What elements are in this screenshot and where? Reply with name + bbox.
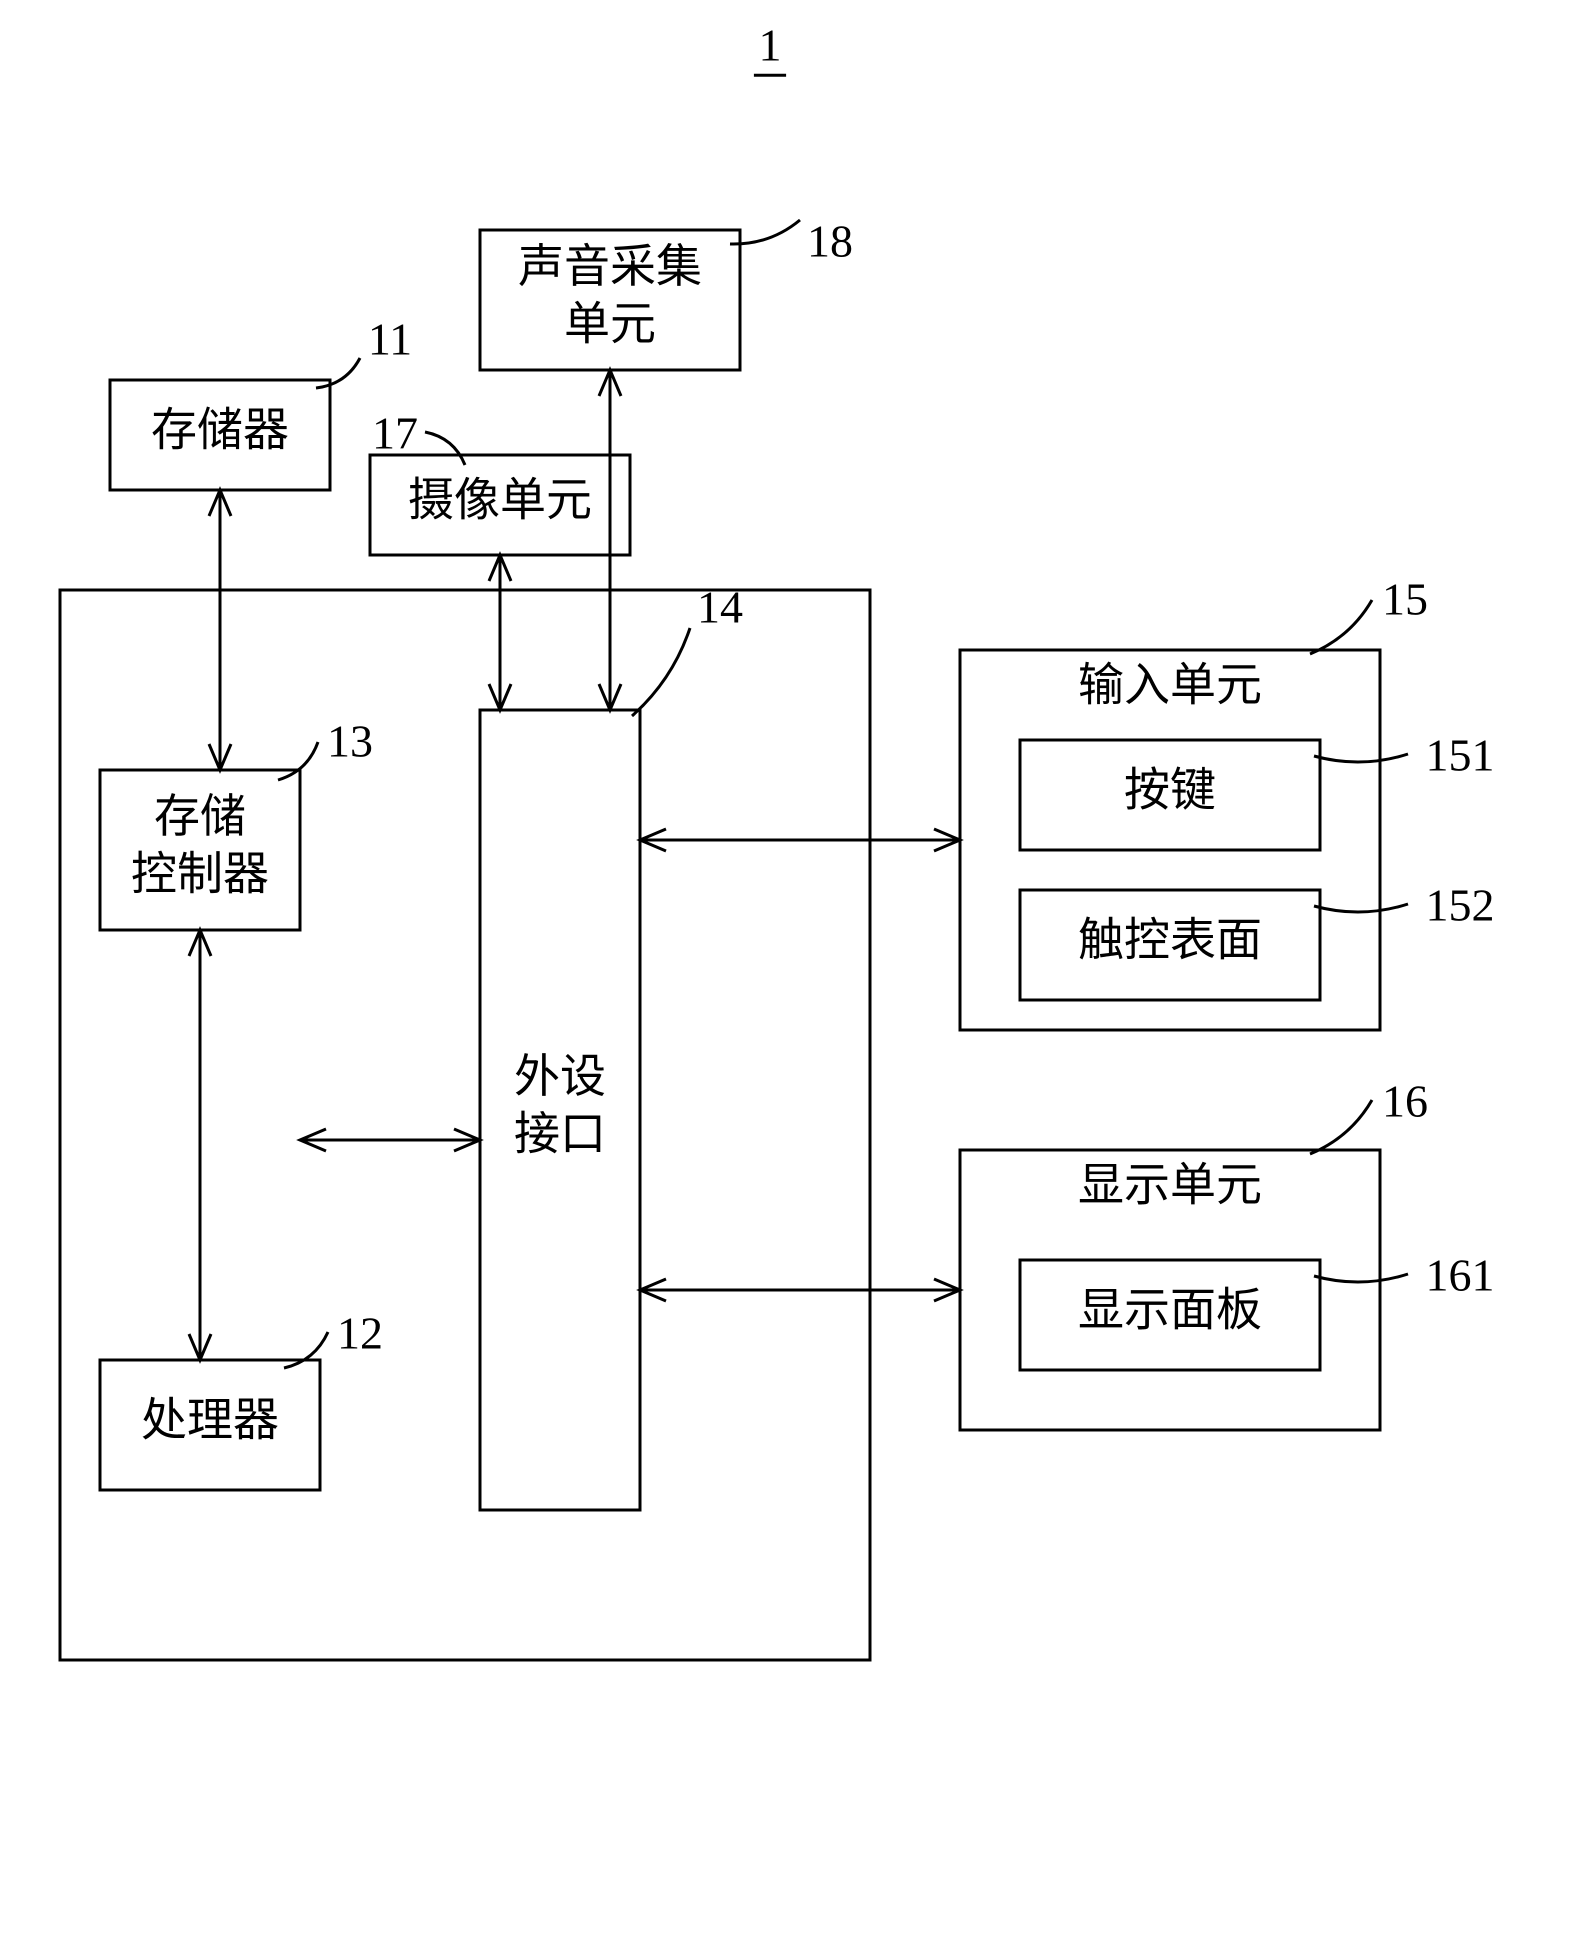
figure-number: 1 (759, 20, 782, 71)
ref-11: 11 (368, 314, 412, 365)
node-input_unit-title: 输入单元 (1078, 660, 1262, 711)
leader-15 (1310, 600, 1372, 654)
ref-152: 152 (1426, 880, 1495, 931)
node-keys-line0: 按键 (1124, 765, 1216, 816)
node-memory-line0: 存储器 (151, 405, 289, 456)
leader-16 (1310, 1100, 1372, 1154)
node-periph-line0: 外设 (514, 1051, 606, 1102)
ref-151: 151 (1426, 730, 1495, 781)
ref-17: 17 (372, 408, 418, 459)
ref-12: 12 (337, 1308, 383, 1359)
node-camera-line0: 摄像单元 (408, 475, 592, 526)
node-processor-line0: 处理器 (141, 1395, 279, 1446)
node-panel-line0: 显示面板 (1078, 1285, 1262, 1336)
ref-13: 13 (327, 716, 373, 767)
main-frame (60, 590, 870, 1660)
node-mem_ctrl-line0: 存储 (154, 791, 246, 842)
ref-18: 18 (807, 216, 853, 267)
node-audio-line1: 单元 (564, 298, 656, 349)
node-mem_ctrl-line1: 控制器 (131, 848, 269, 899)
node-display_unit-title: 显示单元 (1078, 1160, 1262, 1211)
ref-15: 15 (1382, 574, 1428, 625)
ref-14: 14 (697, 582, 743, 633)
node-touch-line0: 触控表面 (1078, 915, 1262, 966)
node-periph-line1: 接口 (514, 1108, 606, 1159)
ref-161: 161 (1426, 1250, 1495, 1301)
node-audio-line0: 声音采集 (518, 241, 702, 292)
ref-16: 16 (1382, 1076, 1428, 1127)
